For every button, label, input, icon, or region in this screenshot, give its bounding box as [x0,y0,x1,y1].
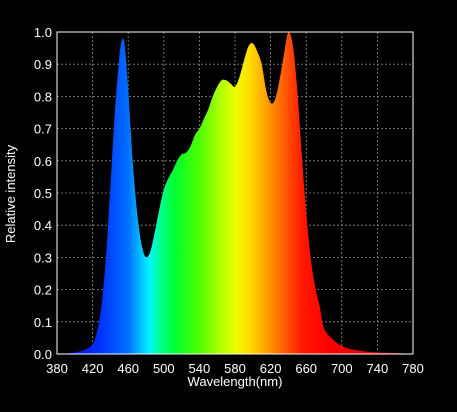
x-tick-label: 460 [117,361,139,376]
x-tick-label: 780 [402,361,424,376]
y-tick-label: 0.1 [34,315,52,330]
y-axis-ticks: 0.0 0.1 0.2 0.3 0.4 0.5 0.6 0.7 0.8 0.9 1.0 [34,25,52,362]
y-tick-label: 0.0 [34,347,52,362]
y-tick-label: 0.9 [34,57,52,72]
y-tick-label: 0.3 [34,250,52,265]
x-tick-label: 500 [153,361,175,376]
y-axis-label: Relative intensity [3,144,18,243]
x-tick-label: 620 [260,361,282,376]
x-tick-label: 660 [295,361,317,376]
x-tick-label: 540 [189,361,211,376]
x-tick-label: 420 [82,361,104,376]
y-tick-label: 0.5 [34,186,52,201]
y-tick-label: 0.7 [34,122,52,137]
y-tick-label: 0.4 [34,218,52,233]
spectrum-area [57,32,413,354]
x-tick-label: 580 [224,361,246,376]
y-tick-label: 0.8 [34,89,52,104]
x-axis-label: Wavelength(nm) [188,374,283,389]
y-tick-label: 0.2 [34,283,52,298]
x-tick-label: 700 [331,361,353,376]
x-axis-ticks: 380 420 460 500 540 580 620 660 700 740 780 [46,361,424,376]
x-tick-label: 740 [367,361,389,376]
x-tick-label: 380 [46,361,68,376]
y-tick-label: 1.0 [34,25,52,40]
y-tick-label: 0.6 [34,154,52,169]
plot-border [56,31,414,355]
